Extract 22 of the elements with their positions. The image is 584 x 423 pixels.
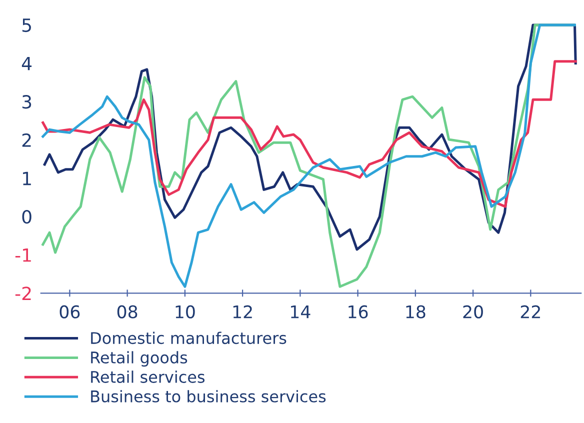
x-tick-label: 12 xyxy=(233,305,252,318)
legend-label: Domestic manufacturers xyxy=(91,332,286,344)
y-tick-label: 5 xyxy=(22,18,31,32)
x-tick-label: 18 xyxy=(406,305,426,318)
y-tick-label: -1 xyxy=(15,248,31,262)
x-tick-label: 22 xyxy=(520,305,540,318)
legend-label: Business to business services xyxy=(91,390,326,402)
y-tick-label: 0 xyxy=(22,210,32,224)
x-tick-label: 16 xyxy=(348,305,368,318)
x-tick-label: 10 xyxy=(176,305,195,318)
legend-label: Retail services xyxy=(91,370,205,383)
y-tick-label: 4 xyxy=(22,56,32,70)
x-tick-label: 06 xyxy=(60,305,80,318)
y-tick-label: 1 xyxy=(23,172,31,186)
y-tick-label: 3 xyxy=(22,95,32,109)
x-tick-label: 14 xyxy=(291,305,310,318)
legend-label: Retail goods xyxy=(91,351,188,367)
x-tick-label: 20 xyxy=(463,305,483,318)
y-tick-label: 2 xyxy=(22,133,31,147)
y-tick-label: -2 xyxy=(15,286,31,300)
x-tick-label: 08 xyxy=(117,305,138,318)
line-series xyxy=(42,60,577,208)
